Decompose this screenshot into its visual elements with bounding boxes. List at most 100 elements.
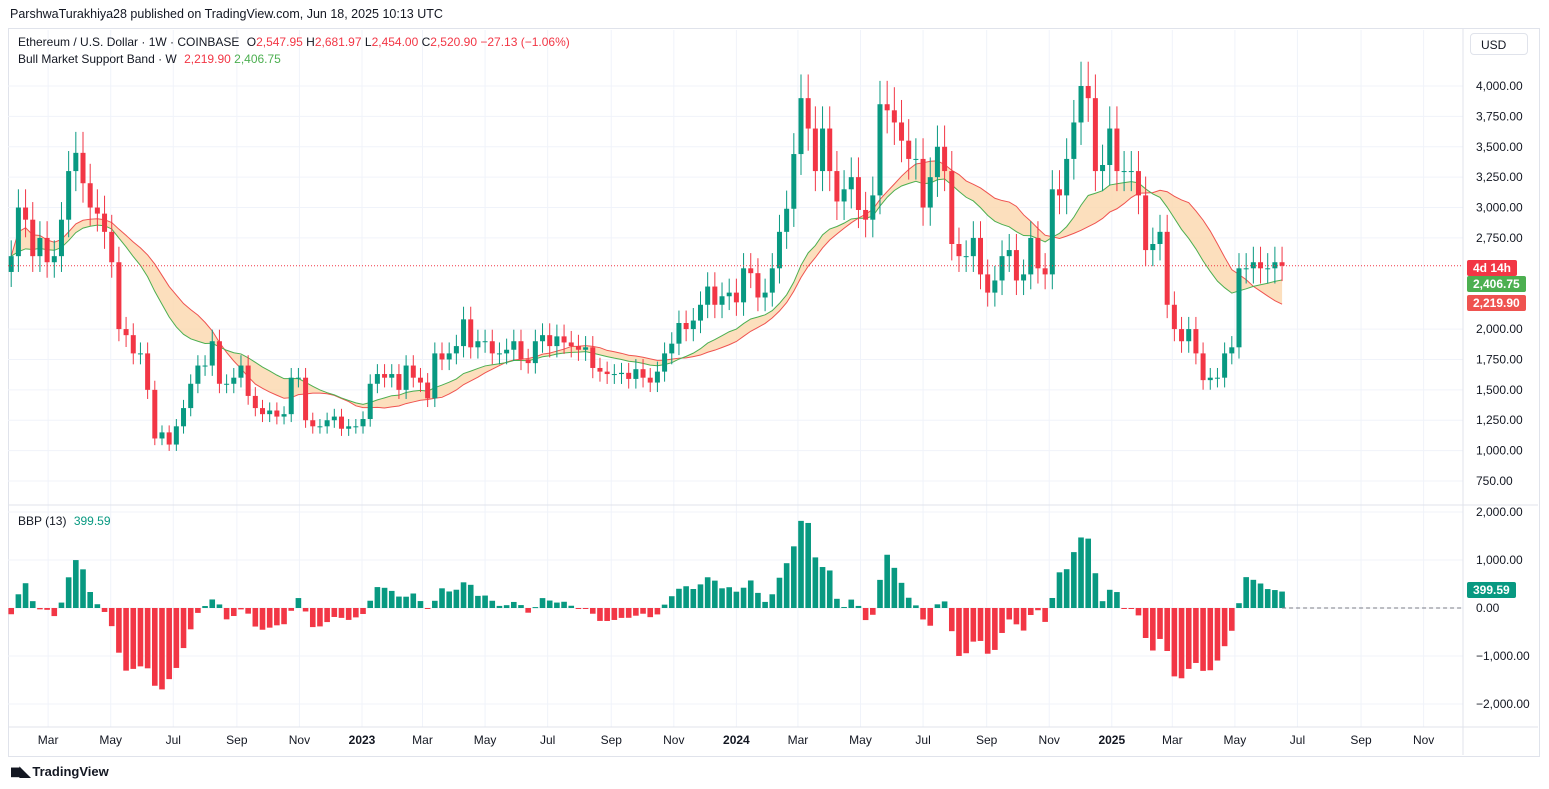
bbp-bar (187, 608, 194, 630)
bbp-bar (309, 608, 316, 628)
open-value: 2,547.95 (256, 35, 303, 49)
time-tick-label: 2024 (723, 733, 750, 747)
close-label: C (421, 35, 431, 49)
bbp-bar (668, 596, 675, 608)
candle-body (331, 416, 337, 421)
time-tick-label: Nov (1413, 733, 1434, 747)
candle-body (697, 304, 703, 321)
bbp-bar (223, 608, 230, 620)
candle-body (396, 374, 402, 390)
bbp-bar (245, 608, 251, 614)
bbp-bar (1035, 608, 1041, 611)
candle-body (1135, 171, 1141, 196)
price-tick-label: 3,250.00 (1476, 170, 1523, 184)
bbp-bar (1071, 552, 1077, 608)
bbp-bar (489, 600, 496, 608)
bbp-bar (532, 607, 539, 609)
candle-body (669, 343, 675, 354)
candle-body (1279, 262, 1285, 266)
candle-body (1128, 171, 1134, 173)
candle-body (417, 377, 423, 383)
candle-body (1121, 171, 1127, 173)
candle-body (1035, 237, 1041, 269)
bbp-bar (633, 608, 639, 616)
bbp-bar (776, 577, 783, 608)
bbp-bar (209, 599, 216, 608)
candle-body (525, 359, 531, 364)
candle-body (1150, 244, 1156, 251)
bbp-title: BBP (13) (18, 514, 67, 528)
candle-body (733, 292, 739, 303)
candle-body (841, 189, 847, 202)
bbp-bar (381, 587, 388, 608)
candle-body (927, 177, 933, 208)
candle-body (145, 353, 151, 390)
bbp-tick-label: −1,000.00 (1476, 649, 1530, 663)
bbp-bar (202, 606, 208, 608)
bbp-bar (230, 608, 237, 617)
candle-body (1193, 329, 1199, 354)
candle-body (410, 365, 416, 378)
candle-body (662, 353, 668, 372)
tradingview-logo-icon: ◼◣ (10, 763, 30, 779)
candle-body (94, 207, 100, 214)
bbp-bar (841, 606, 847, 608)
candle-body (303, 377, 309, 421)
candle-body (181, 408, 187, 427)
candle-body (252, 395, 258, 409)
candle-body (389, 374, 395, 378)
price-tick-label: 3,000.00 (1476, 201, 1523, 215)
bbp-bar (1214, 608, 1221, 661)
bbp-bar (302, 608, 309, 612)
bbp-bar (625, 608, 632, 618)
time-tick-label: Jul (166, 733, 181, 747)
candle-body (489, 341, 495, 354)
candle-body (633, 369, 639, 379)
candle-body (231, 377, 237, 384)
candle-body (1200, 353, 1206, 381)
candle-body (604, 371, 610, 375)
candle-body (188, 383, 194, 409)
candle-body (583, 347, 589, 350)
time-tick-label: Jul (1290, 733, 1305, 747)
bbp-bar (274, 608, 280, 626)
tradingview-logo[interactable]: ◼◣ TradingView (10, 763, 109, 780)
candle-body (403, 365, 409, 390)
bbp-bar (374, 587, 381, 608)
chart-frame (8, 28, 1540, 757)
bbp-bar (941, 601, 948, 608)
sma-20-line (10, 160, 1283, 409)
candle-body (137, 353, 143, 355)
candle-body (1265, 268, 1271, 270)
ema-value: 2,406.75 (234, 52, 281, 66)
candle-body (899, 122, 905, 141)
bbp-bar (1121, 608, 1127, 609)
bbp-bar (259, 608, 266, 630)
bbp-bar (65, 577, 72, 608)
indicator-legend[interactable]: Bull Market Support Band · W 2,219.90 2,… (18, 52, 281, 66)
bbp-bar (216, 604, 223, 608)
bbp-legend[interactable]: BBP (13) 399.59 (18, 514, 111, 528)
candle-body (690, 320, 696, 330)
bbp-bar (467, 584, 474, 608)
currency-button[interactable]: USD (1470, 33, 1528, 55)
time-tick-label: Mar (412, 733, 433, 747)
bbp-bar (1279, 591, 1285, 608)
bbp-bar (1236, 603, 1242, 608)
bbp-bar (1106, 589, 1113, 608)
candle-body (1107, 128, 1113, 166)
bbp-bar (180, 608, 187, 649)
candle-body (173, 426, 179, 445)
change-value: −27.13 (−1.06%) (480, 35, 570, 49)
candle-body (152, 389, 158, 439)
bbp-tick-label: −2,000.00 (1476, 697, 1530, 711)
candle-body (999, 256, 1005, 281)
candle-body (224, 383, 230, 385)
bbp-bar (798, 520, 804, 608)
bbp-bar (159, 608, 165, 690)
bbp-bar (1264, 589, 1271, 608)
bbp-bar (690, 589, 697, 608)
candle-body (216, 341, 222, 384)
candle-body (338, 416, 344, 429)
